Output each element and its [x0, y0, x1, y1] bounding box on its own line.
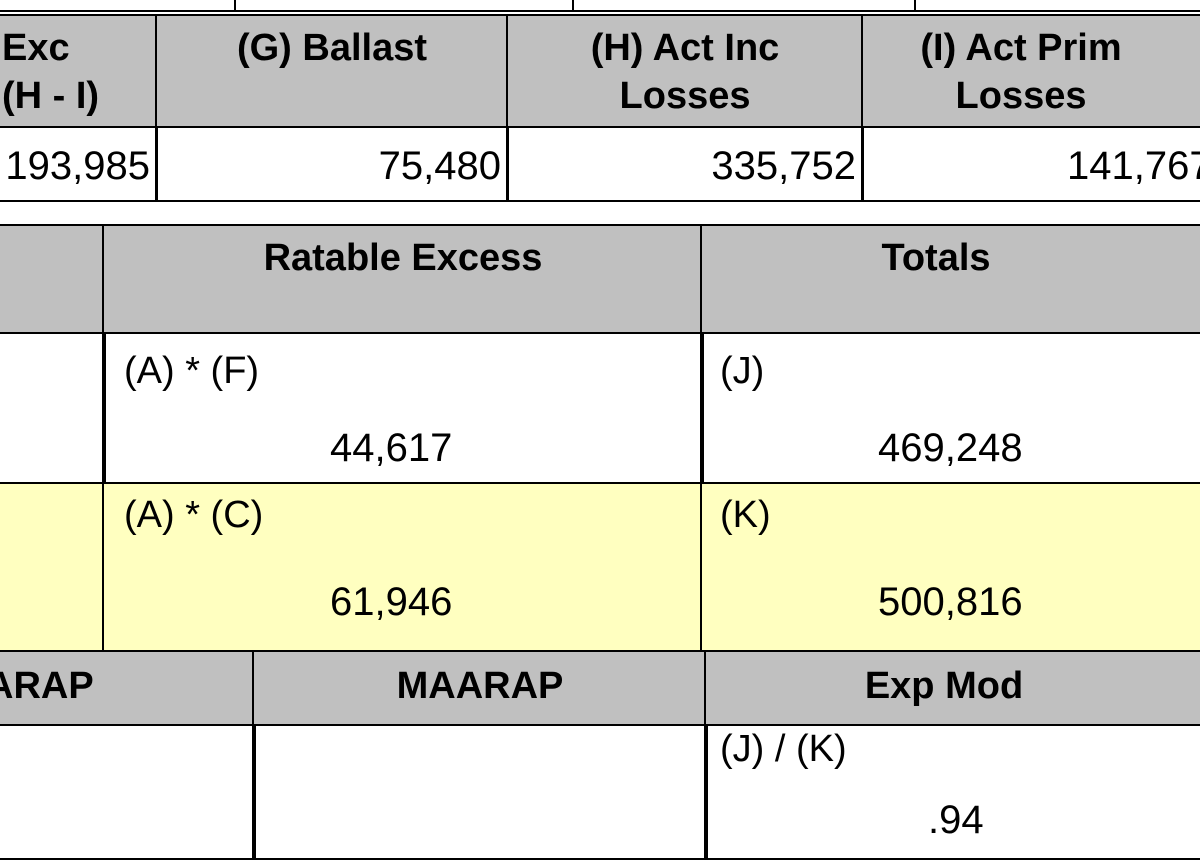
expected-row-left-blank — [0, 482, 106, 652]
exp-mod-value: .94 — [928, 798, 984, 842]
actual-row-left-blank — [0, 332, 106, 484]
exp-mod-value-cell: (J) / (K) .94 — [704, 724, 1200, 860]
header-ballast-label: (G) Ballast — [236, 27, 428, 69]
exp-mod-formula: (J) / (K) — [720, 728, 847, 770]
header-act-exc: Exc (H - I) — [0, 14, 158, 128]
expected-ratable-cell: (A) * (C) 61,946 — [102, 482, 704, 652]
header-act-inc-losses: (H) Act Inc Losses — [506, 14, 864, 128]
actual-total-value: 469,248 — [878, 426, 1023, 470]
middle-header-left-blank — [0, 224, 106, 334]
header-exp-mod-label: Exp Mod — [864, 665, 1024, 707]
actual-ratable-formula: (A) * (F) — [124, 350, 260, 392]
maarap-value-cell — [252, 724, 708, 860]
expected-total-cell: (K) 500,816 — [700, 482, 1200, 652]
value-act-prim-losses-cell: 141,767 — [861, 126, 1200, 202]
actual-ratable-value: 44,617 — [330, 426, 453, 470]
arap-value-cell — [0, 724, 256, 860]
header-arap: ARAP — [0, 650, 256, 726]
header-maarap: MAARAP — [252, 650, 708, 726]
header-act-prim-losses: (I) Act Prim Losses — [861, 14, 1200, 128]
header-act-inc-losses-label: (H) Act Inc Losses — [590, 27, 780, 117]
header-ballast: (G) Ballast — [155, 14, 509, 128]
value-act-inc-losses-cell: 335,752 — [506, 126, 864, 202]
value-ballast-cell: 75,480 — [155, 126, 509, 202]
actual-ratable-cell: (A) * (F) 44,617 — [102, 332, 704, 484]
value-act-prim-losses: 141,767 — [1067, 144, 1200, 188]
header-ratable-excess: Ratable Excess — [102, 224, 704, 334]
header-maarap-label: MAARAP — [396, 665, 564, 707]
top-strip-cell-1 — [0, 0, 236, 12]
expected-ratable-formula: (A) * (C) — [124, 494, 264, 536]
actual-total-cell: (J) 469,248 — [700, 332, 1200, 484]
expected-ratable-value: 61,946 — [330, 580, 453, 624]
actual-total-formula: (J) — [720, 350, 765, 392]
header-act-exc-label: Exc (H - I) — [2, 27, 100, 117]
top-strip-cell-2 — [234, 0, 574, 12]
header-act-prim-losses-label: (I) Act Prim Losses — [920, 27, 1122, 117]
header-arap-label: ARAP — [0, 665, 94, 707]
value-ballast: 75,480 — [378, 144, 501, 188]
value-act-inc-losses: 335,752 — [711, 144, 856, 188]
expected-total-formula: (K) — [720, 494, 771, 536]
header-totals: Totals — [700, 224, 1200, 334]
header-totals-label: Totals — [881, 237, 991, 279]
top-strip-cell-3 — [572, 0, 916, 12]
header-ratable-excess-label: Ratable Excess — [263, 237, 543, 279]
value-act-exc: 193,985 — [5, 144, 150, 188]
top-strip-cell-4 — [914, 0, 1200, 12]
value-act-exc-cell: 193,985 — [0, 126, 158, 202]
expected-total-value: 500,816 — [878, 580, 1023, 624]
header-exp-mod: Exp Mod — [704, 650, 1200, 726]
